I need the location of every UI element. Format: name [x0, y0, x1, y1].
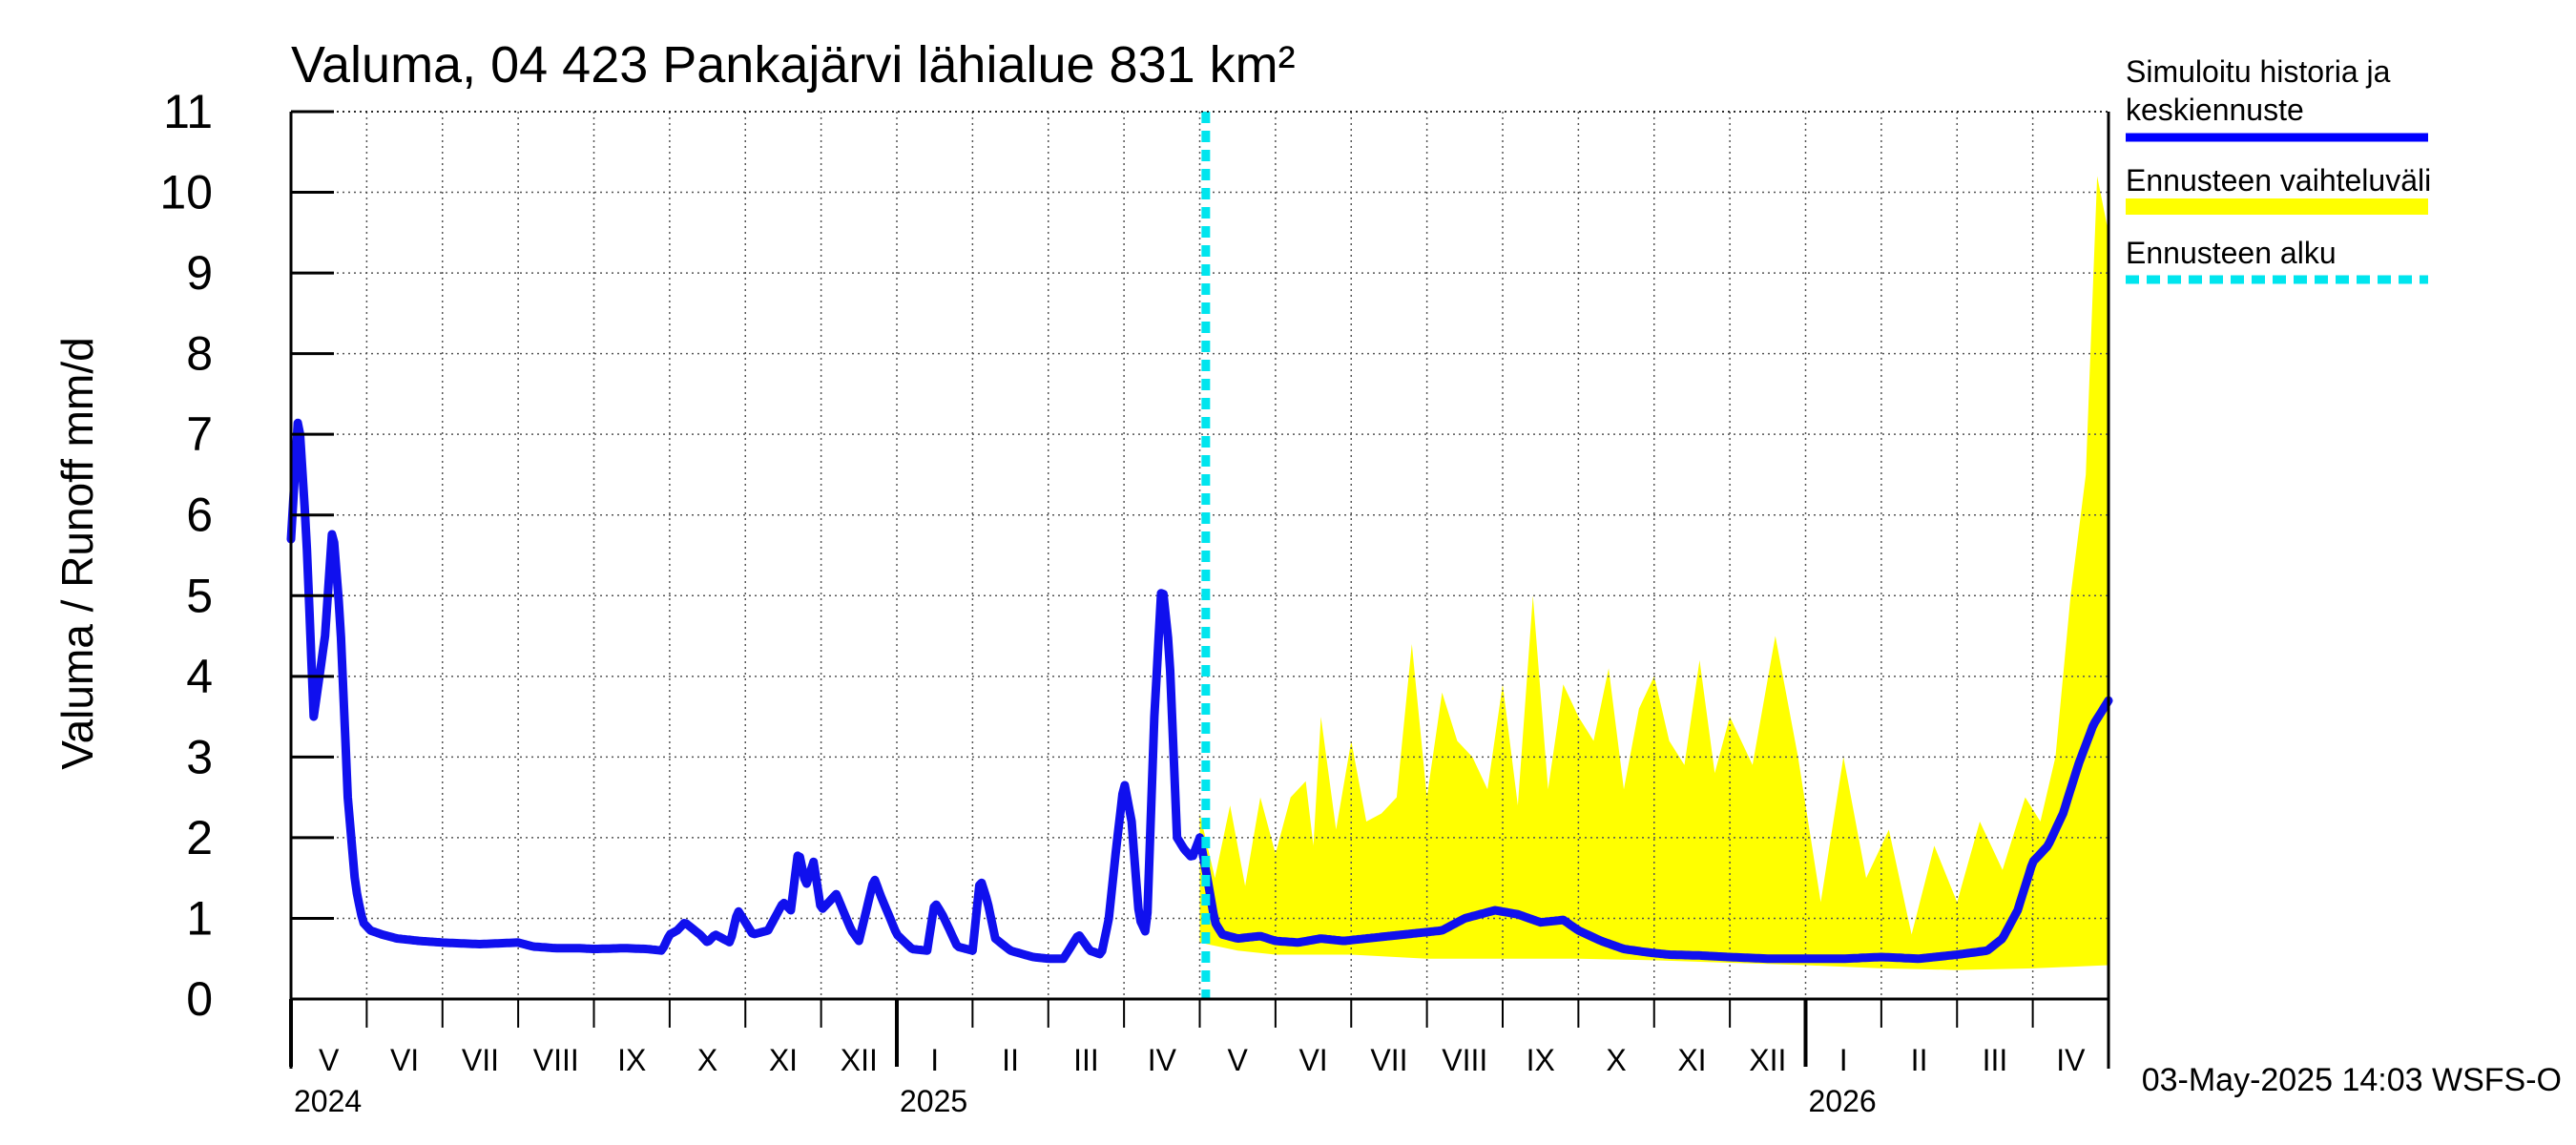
month-label: IV — [2056, 1043, 2086, 1077]
y-tick-label: 4 — [186, 650, 213, 703]
month-label: VI — [1298, 1043, 1327, 1077]
legend-label-range: Ennusteen vaihteluväli — [2126, 163, 2431, 198]
y-tick-label: 9 — [186, 246, 213, 300]
month-label: VIII — [1442, 1043, 1487, 1077]
month-label: IX — [1527, 1043, 1555, 1077]
month-label: II — [1911, 1043, 1928, 1077]
month-label: XI — [1677, 1043, 1706, 1077]
month-label: V — [1228, 1043, 1249, 1077]
y-tick-label: 2 — [186, 811, 213, 864]
simulated-runoff-line — [286, 418, 2113, 964]
month-label: III — [1073, 1043, 1099, 1077]
grid — [291, 111, 2109, 999]
y-axis-label: Valuma / Runoff mm/d — [52, 337, 102, 769]
month-label: VIII — [533, 1043, 579, 1077]
year-label: 2024 — [294, 1084, 362, 1118]
month-label: XII — [1749, 1043, 1786, 1077]
month-label: V — [319, 1043, 340, 1077]
footer-timestamp: 03-May-2025 14:03 WSFS-O — [2142, 1062, 2562, 1098]
month-label: VI — [390, 1043, 419, 1077]
simulated-runoff-path — [286, 418, 2113, 964]
y-tick-label: 5 — [186, 569, 213, 622]
y-tick-label: 10 — [159, 166, 213, 219]
month-label: VII — [462, 1043, 499, 1077]
month-label: II — [1002, 1043, 1019, 1077]
y-tick-label: 11 — [163, 85, 213, 138]
year-label: 2025 — [900, 1084, 967, 1118]
y-tick-label: 8 — [186, 327, 213, 381]
month-label: VII — [1370, 1043, 1407, 1077]
month-label: X — [1606, 1043, 1626, 1077]
y-tick-label: 3 — [186, 730, 213, 783]
legend-label-simulated: Simuloitu historia ja — [2126, 54, 2391, 89]
y-tick-label: 6 — [186, 489, 213, 542]
year-label: 2026 — [1809, 1084, 1877, 1118]
month-label: XII — [841, 1043, 878, 1077]
month-label: I — [930, 1043, 939, 1077]
month-label: XI — [769, 1043, 798, 1077]
month-label: III — [1983, 1043, 2008, 1077]
chart-title: Valuma, 04 423 Pankajärvi lähialue 831 k… — [291, 36, 1296, 94]
month-label: X — [697, 1043, 717, 1077]
legend-label-simulated-line2: keskiennuste — [2126, 93, 2304, 127]
month-label: I — [1839, 1043, 1848, 1077]
y-tick-label: 0 — [186, 972, 213, 1026]
legend-label-forecast-start: Ennusteen alku — [2126, 236, 2337, 270]
legend: Simuloitu historia ja keskiennuste Ennuste… — [2126, 54, 2431, 284]
y-tick-label: 7 — [186, 407, 213, 461]
month-label: IX — [617, 1043, 646, 1077]
y-tick-label: 1 — [186, 891, 213, 945]
legend-swatch-range — [2126, 198, 2428, 215]
month-label: IV — [1148, 1043, 1177, 1077]
